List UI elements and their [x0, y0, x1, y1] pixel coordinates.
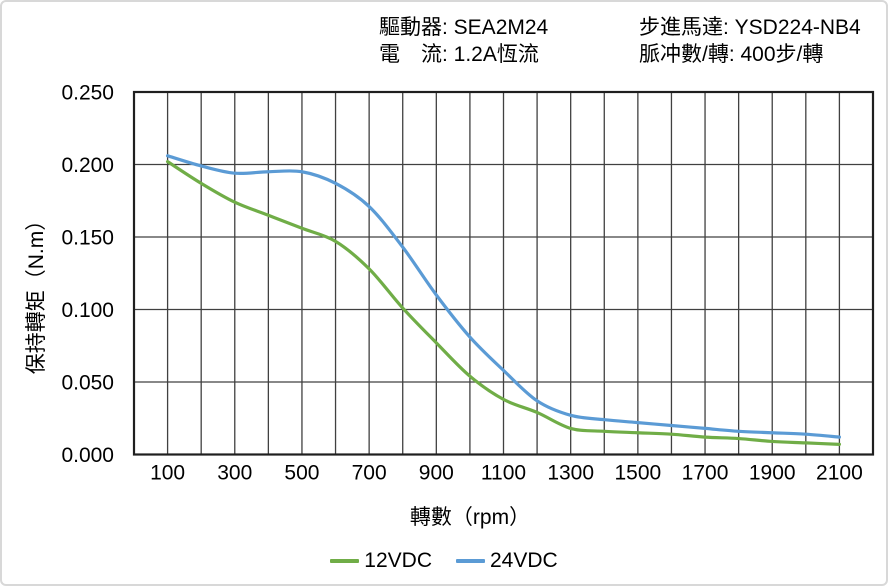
x-tick-label: 300: [217, 462, 252, 485]
header-driver: 驅動器: SEA2M24: [379, 16, 549, 39]
y-tick-label: 0.000: [61, 444, 114, 467]
legend-item-24vdc: 24VDC: [456, 549, 558, 573]
chart-legend: 12VDC 24VDC: [2, 549, 886, 573]
x-tick-label: 1900: [749, 462, 796, 485]
x-axis-title: 轉數（rpm）: [409, 506, 531, 529]
legend-swatch-12vdc-icon: [330, 559, 360, 563]
y-tick-label: 0.150: [61, 226, 114, 249]
legend-item-12vdc: 12VDC: [330, 549, 432, 573]
legend-swatch-24vdc-icon: [456, 559, 485, 563]
legend-label-24vdc: 24VDC: [490, 549, 558, 572]
header-current: 電 流: 1.2A恆流: [379, 43, 539, 66]
x-tick-label: 700: [352, 462, 387, 485]
series-line-12vdc: [165, 160, 842, 446]
legend-label-12vdc: 12VDC: [364, 549, 432, 572]
x-tick-label: 1500: [615, 462, 662, 485]
y-tick-label: 0.050: [61, 371, 114, 394]
header-pulses: 脈冲數/轉: 400步/轉: [639, 43, 824, 66]
header-motor: 步進馬達: YSD224-NB4: [639, 16, 861, 39]
x-tick-label: 1700: [682, 462, 729, 485]
x-tick-label: 1300: [547, 462, 594, 485]
series-line-24vdc: [165, 154, 842, 439]
x-tick-label: 2100: [816, 462, 863, 485]
y-tick-label: 0.100: [61, 299, 114, 322]
y-tick-label: 0.250: [61, 81, 114, 104]
y-axis-title: 保持轉矩（N.m）: [25, 209, 48, 375]
x-tick-label: 500: [284, 462, 319, 485]
x-tick-label: 900: [419, 462, 454, 485]
y-tick-label: 0.200: [61, 154, 114, 177]
plot-border: [132, 90, 875, 456]
x-tick-label: 1100: [481, 462, 526, 485]
x-tick-label: 100: [150, 462, 185, 485]
